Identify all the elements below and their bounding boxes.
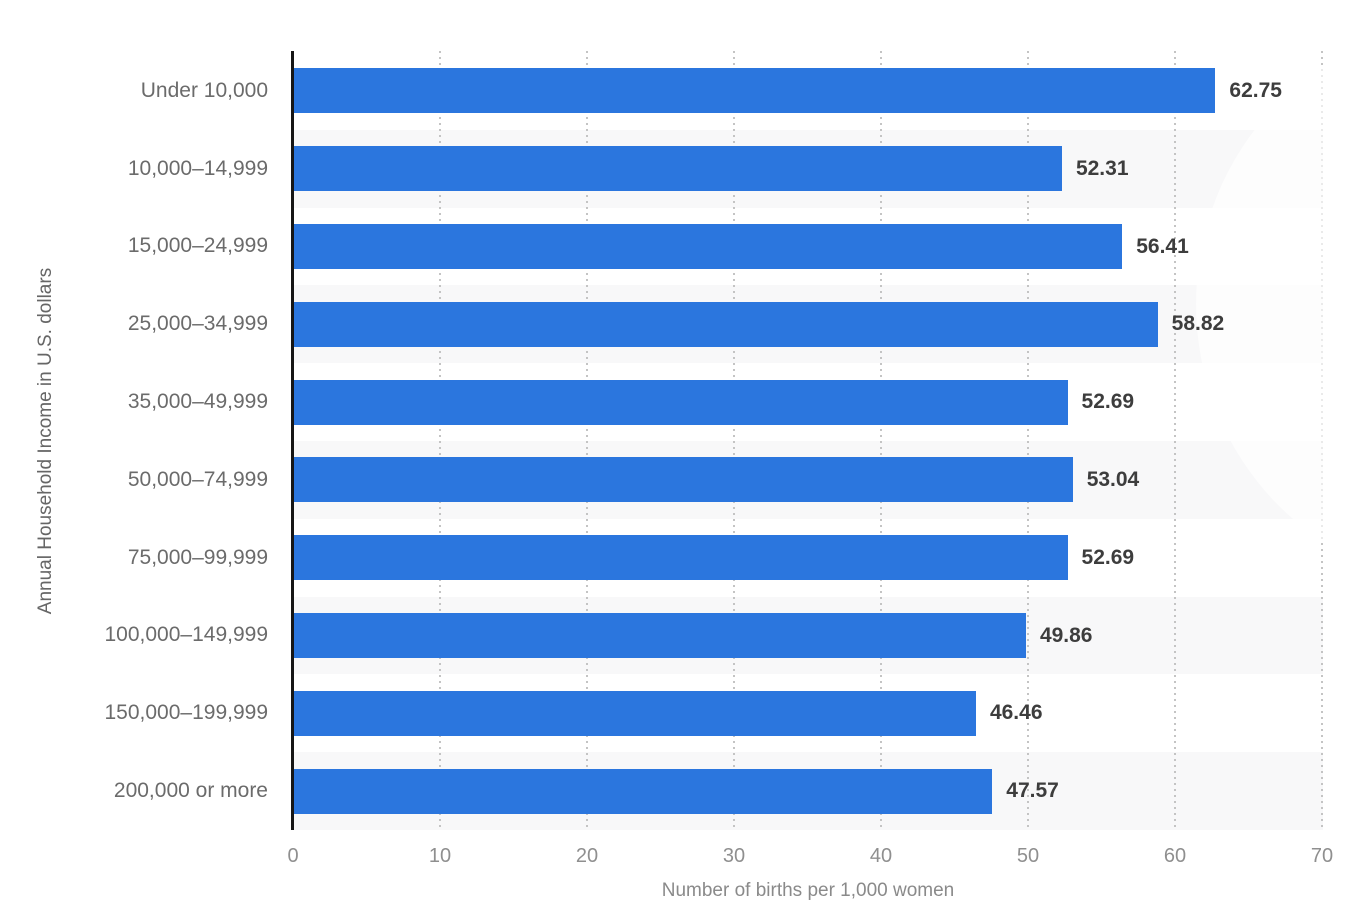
gridline bbox=[733, 51, 735, 830]
x-tick-label: 60 bbox=[1163, 845, 1187, 867]
x-axis-zero-line bbox=[291, 51, 294, 830]
x-axis-title: Number of births per 1,000 women bbox=[661, 880, 955, 901]
category-label: 75,000–99,999 bbox=[127, 545, 268, 569]
bar bbox=[293, 613, 1026, 658]
value-label: 52.31 bbox=[1075, 156, 1129, 180]
x-tick-label: 40 bbox=[869, 845, 893, 867]
gridline bbox=[880, 51, 882, 830]
bar bbox=[293, 457, 1073, 503]
bar bbox=[293, 535, 1068, 581]
value-label: 47.57 bbox=[1006, 779, 1059, 803]
x-tick-label: 10 bbox=[428, 845, 452, 867]
bar bbox=[293, 301, 1158, 347]
value-label: 53.04 bbox=[1086, 467, 1140, 491]
value-label: 49.86 bbox=[1039, 623, 1093, 647]
bar bbox=[293, 68, 1216, 114]
value-label: 58.82 bbox=[1171, 312, 1225, 336]
category-label: 15,000–24,999 bbox=[127, 234, 268, 258]
bar bbox=[293, 379, 1068, 425]
value-label: 52.69 bbox=[1081, 545, 1135, 569]
category-label: Under 10,000 bbox=[140, 78, 268, 102]
gridline bbox=[1174, 51, 1176, 830]
category-label: 50,000–74,999 bbox=[127, 467, 268, 491]
value-label: 52.69 bbox=[1081, 390, 1135, 414]
bar bbox=[293, 224, 1123, 269]
value-label: 62.75 bbox=[1229, 78, 1282, 102]
x-tick-label: 70 bbox=[1310, 845, 1334, 867]
category-label: 25,000–34,999 bbox=[127, 312, 268, 336]
x-tick-label: 50 bbox=[1016, 845, 1040, 867]
x-tick-label: 30 bbox=[722, 845, 746, 867]
gridline bbox=[439, 51, 441, 830]
category-label: 150,000–199,999 bbox=[104, 701, 269, 725]
value-label: 46.46 bbox=[989, 701, 1043, 725]
x-tick-label: 0 bbox=[287, 845, 299, 867]
x-tick-label: 20 bbox=[575, 845, 599, 867]
bar bbox=[293, 768, 993, 814]
value-label: 56.41 bbox=[1136, 234, 1189, 258]
category-label: 200,000 or more bbox=[113, 779, 268, 803]
category-label: 10,000–14,999 bbox=[127, 156, 268, 180]
category-label: 100,000–149,999 bbox=[104, 623, 269, 647]
category-label: 35,000–49,999 bbox=[127, 390, 268, 414]
bar bbox=[293, 690, 976, 736]
bar bbox=[293, 146, 1062, 192]
gridline bbox=[1027, 51, 1029, 830]
gridline bbox=[586, 51, 588, 830]
